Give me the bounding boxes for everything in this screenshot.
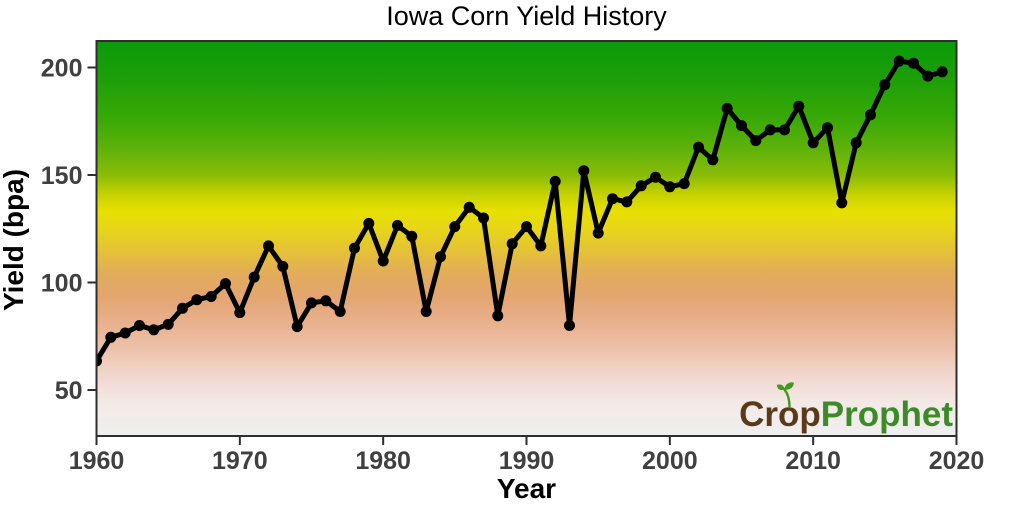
data-point-1967 — [191, 294, 203, 306]
x-tick-label-2020: 2020 — [929, 447, 985, 475]
data-point-1976 — [320, 295, 332, 307]
data-point-2008 — [779, 124, 790, 136]
data-point-1965 — [162, 318, 174, 330]
data-point-2005 — [736, 120, 747, 132]
chart-title: Iowa Corn Yield History — [386, 1, 667, 31]
y-tick-label-50: 50 — [55, 377, 83, 405]
plot-panel-gradient — [96, 41, 957, 436]
data-point-2007 — [764, 124, 776, 136]
data-point-2014 — [865, 109, 876, 121]
data-point-1960 — [96, 355, 102, 367]
x-tick-label-2000: 2000 — [642, 447, 698, 475]
data-point-1985 — [449, 221, 461, 233]
data-point-1973 — [277, 260, 289, 272]
y-tick-label-200: 200 — [41, 55, 83, 83]
data-point-2003 — [707, 154, 719, 166]
x-axis-title: Year — [496, 473, 557, 504]
data-point-1989 — [506, 238, 518, 250]
data-point-1974 — [291, 321, 303, 333]
data-point-1980 — [377, 255, 389, 267]
data-point-1994 — [578, 165, 590, 177]
data-point-1992 — [549, 175, 561, 187]
data-point-2017 — [908, 57, 919, 69]
data-point-2001 — [678, 178, 690, 190]
data-point-1991 — [535, 240, 547, 252]
data-point-1995 — [592, 227, 604, 239]
data-point-1988 — [492, 310, 504, 322]
data-point-1990 — [521, 221, 532, 233]
data-point-1961 — [105, 331, 117, 343]
data-point-2018 — [922, 70, 934, 82]
data-series-group — [96, 55, 948, 367]
data-point-1997 — [621, 196, 633, 208]
logo-text-prophet: Prophet — [820, 395, 953, 434]
data-point-1998 — [635, 180, 647, 192]
x-tick-label-2010: 2010 — [785, 447, 841, 475]
data-point-2011 — [822, 122, 833, 134]
data-point-1993 — [564, 320, 575, 331]
x-tick-label-1970: 1970 — [212, 447, 268, 475]
data-point-2010 — [807, 137, 819, 149]
sprout-icon — [776, 382, 795, 407]
data-point-2016 — [893, 55, 905, 67]
data-point-1978 — [349, 242, 360, 254]
data-point-1987 — [478, 212, 489, 224]
data-point-2006 — [750, 135, 762, 147]
data-point-2015 — [879, 79, 891, 91]
data-point-1977 — [334, 306, 346, 317]
data-point-1979 — [363, 217, 375, 229]
data-point-2012 — [836, 197, 848, 209]
data-point-1970 — [234, 307, 246, 319]
data-point-1996 — [607, 193, 618, 205]
y-tick-label-150: 150 — [41, 162, 83, 190]
data-point-1962 — [119, 327, 131, 339]
data-point-1969 — [220, 278, 231, 290]
data-point-1984 — [435, 251, 446, 263]
data-point-1966 — [177, 302, 188, 314]
data-point-1963 — [134, 320, 145, 331]
data-point-1972 — [263, 240, 274, 252]
data-point-2000 — [664, 181, 676, 193]
data-point-1983 — [420, 306, 432, 317]
data-point-1968 — [205, 291, 217, 302]
data-point-1999 — [650, 171, 661, 183]
data-point-1986 — [463, 201, 475, 213]
data-point-2013 — [850, 137, 862, 149]
data-point-1964 — [148, 324, 160, 336]
data-point-1982 — [406, 230, 418, 242]
data-point-2009 — [793, 100, 805, 112]
panel-border — [95, 40, 958, 437]
data-point-1981 — [392, 220, 403, 231]
y-tick-label-100: 100 — [41, 270, 83, 298]
data-point-2004 — [721, 102, 733, 114]
cropprophet-logo: CropProphet — [739, 382, 953, 434]
data-point-1971 — [248, 271, 260, 283]
data-point-2019 — [936, 66, 948, 78]
data-point-1975 — [306, 297, 317, 309]
logo-text-crop: Crop — [739, 395, 821, 434]
x-tick-label-1990: 1990 — [499, 447, 555, 475]
x-tick-label-1960: 1960 — [69, 447, 125, 475]
data-point-2002 — [693, 141, 704, 153]
x-tick-label-1980: 1980 — [355, 447, 411, 475]
